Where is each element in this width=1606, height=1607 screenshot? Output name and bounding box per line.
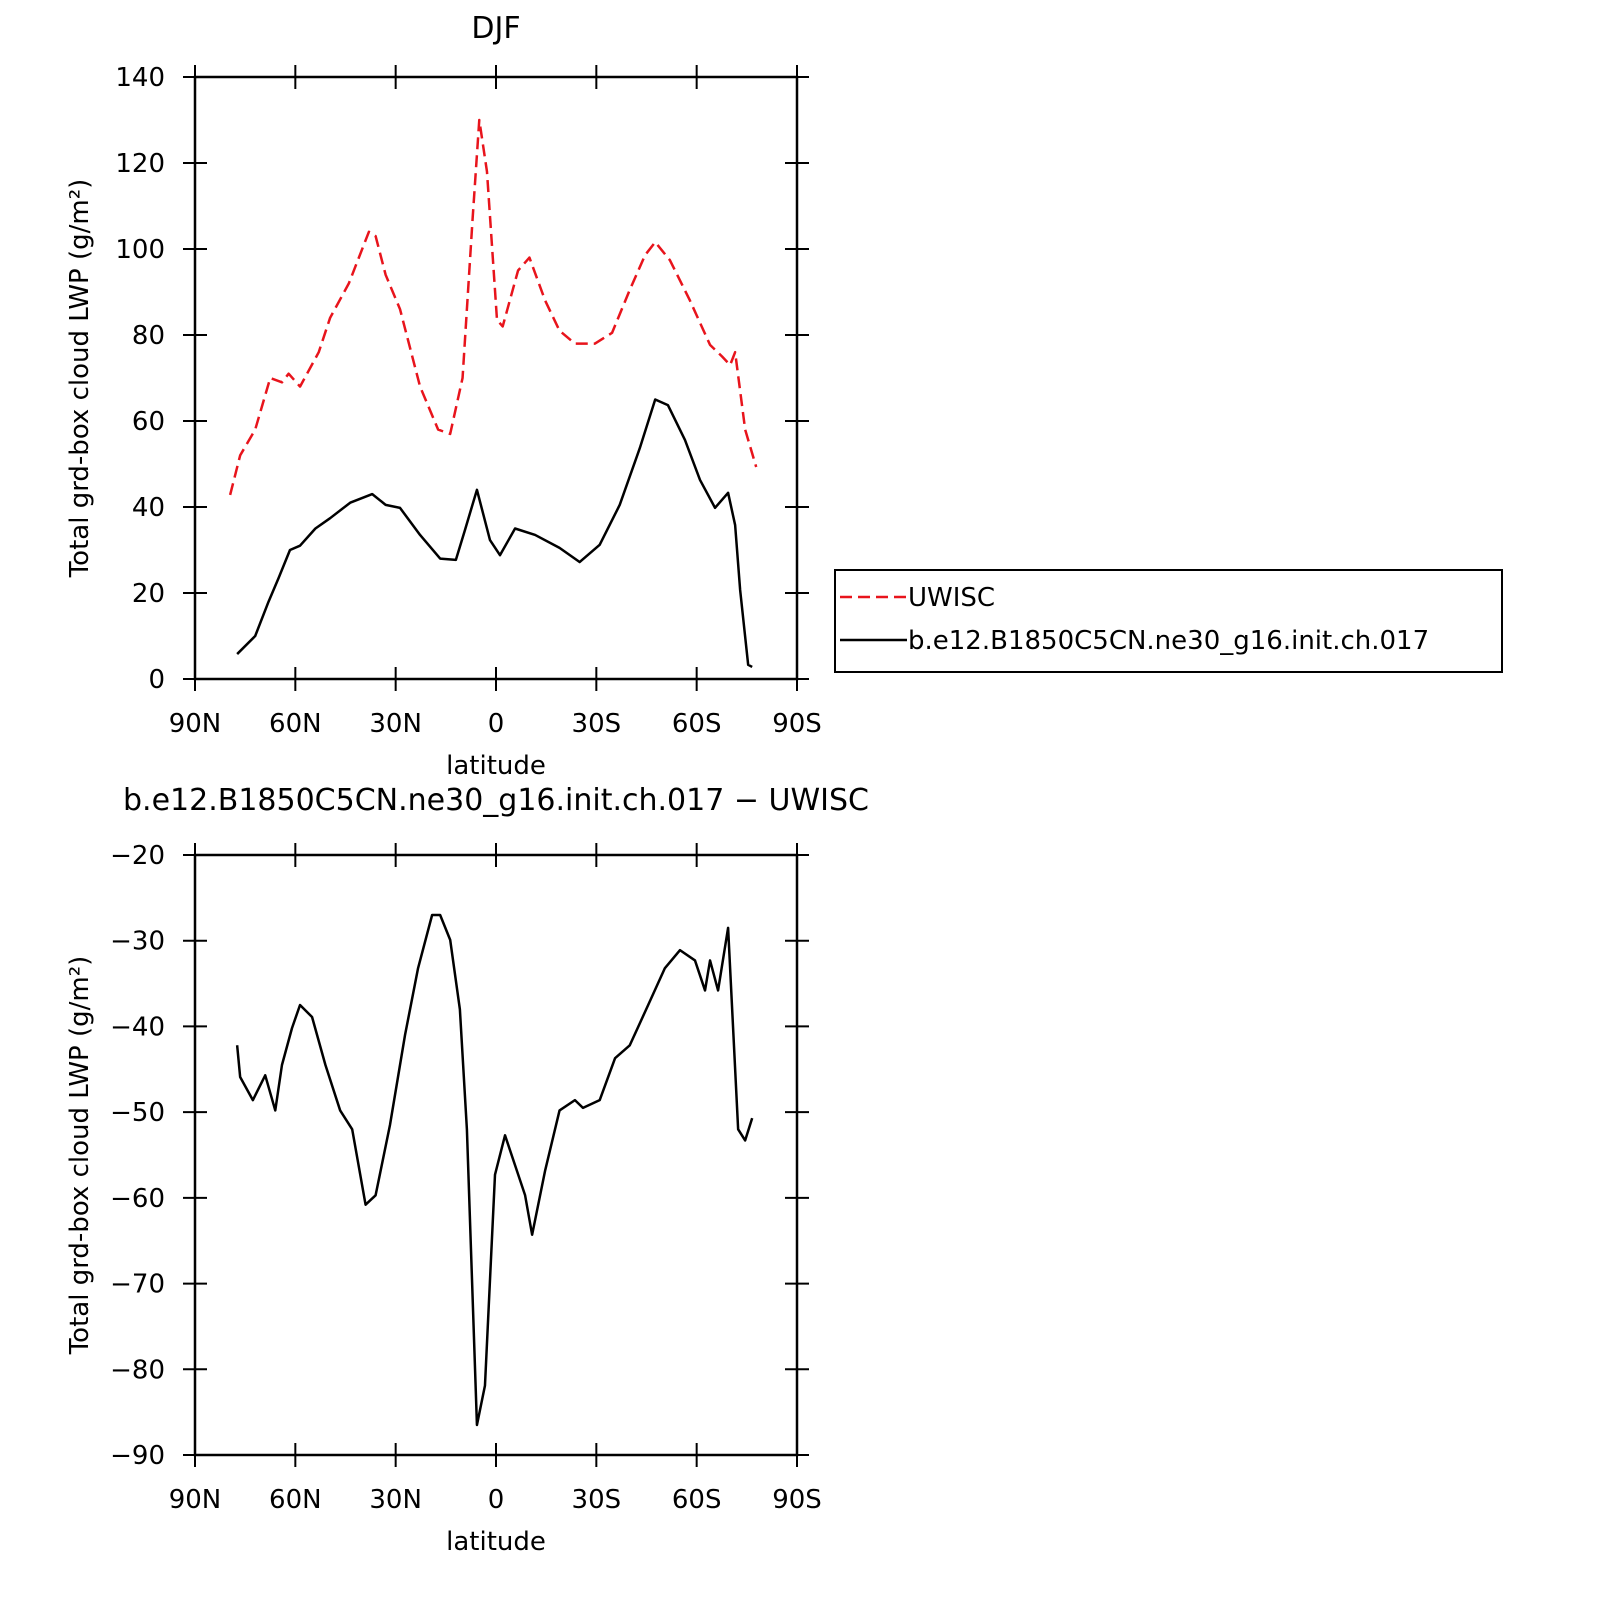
y-tick-label: 140 [115, 63, 165, 93]
x-axis-label: latitude [446, 1527, 546, 1557]
y-tick-label: −20 [110, 841, 165, 871]
x-tick-label: 30N [369, 1485, 422, 1515]
x-tick-label: 30N [369, 709, 422, 739]
y-tick-label: 100 [115, 235, 165, 265]
y-tick-label: 80 [132, 321, 165, 351]
x-tick-label: 60S [672, 709, 722, 739]
data-line [228, 118, 758, 496]
legend-box [834, 569, 1503, 673]
legend-label: UWISC [908, 583, 995, 613]
y-tick-label: 40 [132, 493, 165, 523]
chart-title: b.e12.B1850C5CN.ne30_g16.init.ch.017 − U… [123, 783, 869, 818]
x-tick-label: 60S [672, 1485, 722, 1515]
data-line [235, 913, 754, 1427]
y-tick-label: −70 [110, 1270, 165, 1300]
y-axis-label: Total grd-box cloud LWP (g/m²) [65, 956, 95, 1356]
x-tick-label: 90N [169, 709, 222, 739]
x-tick-label: 90N [169, 1485, 222, 1515]
y-tick-label: −30 [110, 927, 165, 957]
x-tick-label: 90S [772, 1485, 822, 1515]
x-tick-label: 0 [488, 1485, 505, 1515]
plot-frame [193, 75, 799, 681]
plot-frame [193, 853, 799, 1457]
x-axis-label: latitude [446, 751, 546, 781]
data-line [236, 398, 753, 669]
y-tick-label: 20 [132, 579, 165, 609]
y-tick-label: 60 [132, 407, 165, 437]
x-tick-label: 30S [572, 709, 622, 739]
y-tick-label: −80 [110, 1355, 165, 1385]
y-axis-label: Total grd-box cloud LWP (g/m²) [65, 179, 95, 579]
chart-title: DJF [471, 11, 520, 46]
y-tick-label: −40 [110, 1012, 165, 1042]
y-tick-label: −50 [110, 1098, 165, 1128]
x-tick-label: 90S [772, 709, 822, 739]
y-tick-label: −90 [110, 1441, 165, 1471]
x-tick-label: 60N [269, 1485, 322, 1515]
y-tick-label: −60 [110, 1184, 165, 1214]
legend-label: b.e12.B1850C5CN.ne30_g16.init.ch.017 [908, 626, 1429, 656]
y-tick-label: 120 [115, 149, 165, 179]
y-tick-label: 0 [148, 665, 165, 695]
x-tick-label: 30S [572, 1485, 622, 1515]
x-tick-label: 60N [269, 709, 322, 739]
x-tick-label: 0 [488, 709, 505, 739]
